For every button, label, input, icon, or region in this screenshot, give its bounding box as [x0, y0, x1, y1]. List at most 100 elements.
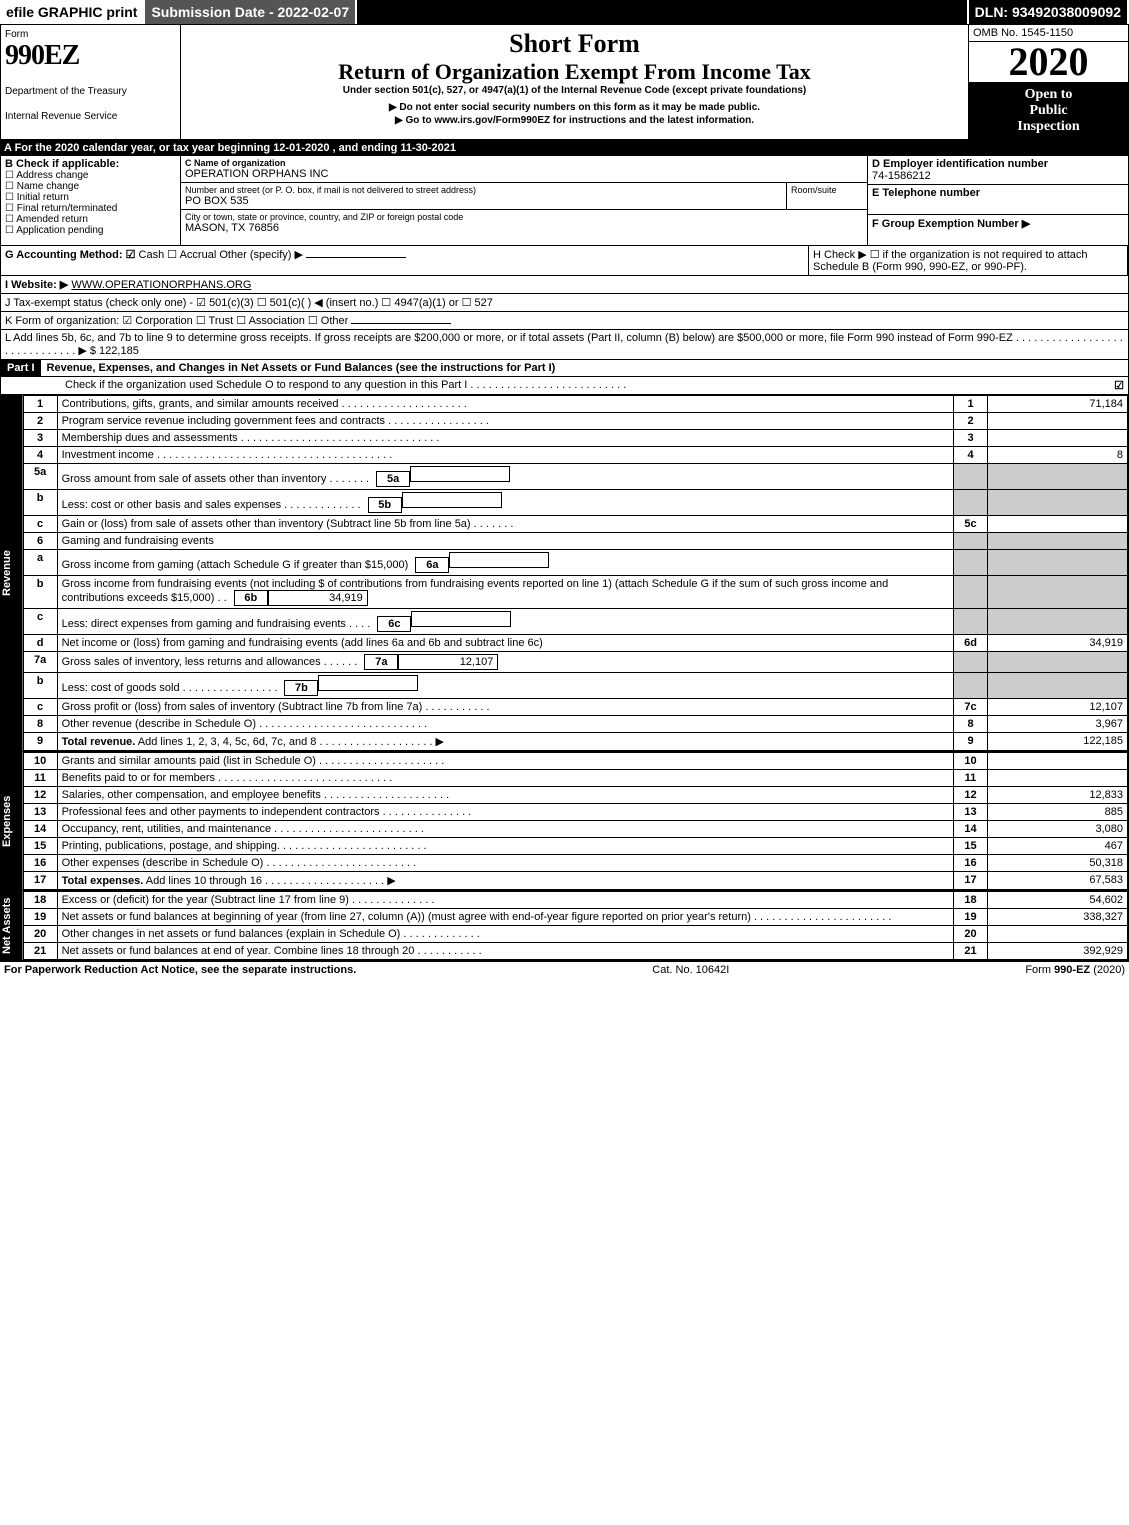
- revenue-table: 1Contributions, gifts, grants, and simil…: [23, 395, 1128, 751]
- table-row: 15Printing, publications, postage, and s…: [23, 838, 1127, 855]
- box-c-name-label: C Name of organization: [185, 158, 863, 168]
- line-ref-number: [954, 673, 988, 699]
- sub-line-amount: [411, 611, 511, 627]
- line-amount: 885: [988, 804, 1128, 821]
- sub-line-number: 5a: [376, 471, 410, 487]
- box-e-label: E Telephone number: [872, 187, 1124, 199]
- line-ref-number: 19: [954, 909, 988, 926]
- line-description: Printing, publications, postage, and shi…: [57, 838, 953, 855]
- chk-final-return[interactable]: ☐ Final return/terminated: [5, 203, 176, 214]
- table-row: 19Net assets or fund balances at beginni…: [23, 909, 1127, 926]
- line-description: Gross profit or (loss) from sales of inv…: [57, 699, 953, 716]
- table-row: cLess: direct expenses from gaming and f…: [23, 609, 1127, 635]
- line-ref-number: [954, 652, 988, 673]
- line-amount: 338,327: [988, 909, 1128, 926]
- table-row: 5aGross amount from sale of assets other…: [23, 464, 1127, 490]
- chk-cash[interactable]: ☑: [126, 249, 139, 261]
- box-c-city-label: City or town, state or province, country…: [185, 212, 863, 222]
- table-row: 16Other expenses (describe in Schedule O…: [23, 855, 1127, 872]
- chk-name-change[interactable]: ☐ Name change: [5, 181, 176, 192]
- chk-amended-return[interactable]: ☐ Amended return: [5, 214, 176, 225]
- table-row: 20Other changes in net assets or fund ba…: [23, 926, 1127, 943]
- open-line3: Inspection: [973, 119, 1124, 135]
- goto-link[interactable]: ▶ Go to www.irs.gov/Form990EZ for instru…: [187, 115, 962, 126]
- revenue-section: Revenue 1Contributions, gifts, grants, a…: [0, 395, 1129, 752]
- line-amount: 392,929: [988, 943, 1128, 960]
- line-number: d: [23, 635, 57, 652]
- line-k-text: K Form of organization: ☑ Corporation ☐ …: [5, 315, 348, 327]
- line-ref-number: 4: [954, 447, 988, 464]
- line-description: Contributions, gifts, grants, and simila…: [57, 396, 953, 413]
- table-row: 1Contributions, gifts, grants, and simil…: [23, 396, 1127, 413]
- line-amount: [988, 464, 1128, 490]
- efile-print-label[interactable]: efile GRAPHIC print: [0, 0, 145, 24]
- other-specify-input[interactable]: [306, 257, 406, 258]
- sub-line-number: 5b: [368, 497, 402, 513]
- chk-address-change[interactable]: ☐ Address change: [5, 170, 176, 181]
- part1-schedule-o-check[interactable]: ☑: [1114, 379, 1124, 392]
- table-row: cGross profit or (loss) from sales of in…: [23, 699, 1127, 716]
- org-name: OPERATION ORPHANS INC: [185, 168, 863, 180]
- line-amount: [988, 926, 1128, 943]
- line-description: Membership dues and assessments . . . . …: [57, 430, 953, 447]
- line-number: c: [23, 516, 57, 533]
- line-description: Net assets or fund balances at end of ye…: [57, 943, 953, 960]
- return-title: Return of Organization Exempt From Incom…: [187, 59, 962, 85]
- line-amount: [988, 770, 1128, 787]
- chk-accrual[interactable]: ☐: [167, 249, 179, 261]
- footer-left: For Paperwork Reduction Act Notice, see …: [4, 964, 356, 976]
- line-number: 11: [23, 770, 57, 787]
- header-mid: Short Form Return of Organization Exempt…: [181, 25, 968, 139]
- part1-sub-text: Check if the organization used Schedule …: [5, 379, 1114, 392]
- table-row: 2Program service revenue including gover…: [23, 413, 1127, 430]
- line-description: Grants and similar amounts paid (list in…: [57, 753, 953, 770]
- line-amount: 71,184: [988, 396, 1128, 413]
- line-number: 10: [23, 753, 57, 770]
- footer-mid: Cat. No. 10642I: [652, 964, 729, 976]
- line-description: Excess or (deficit) for the year (Subtra…: [57, 892, 953, 909]
- part1-title: Revenue, Expenses, and Changes in Net As…: [41, 360, 1128, 376]
- line-number: 16: [23, 855, 57, 872]
- line-amount: 8: [988, 447, 1128, 464]
- website-url[interactable]: WWW.OPERATIONORPHANS.ORG: [71, 279, 251, 291]
- other-org-input[interactable]: [351, 323, 451, 324]
- line-ref-number: 8: [954, 716, 988, 733]
- line-ref-number: [954, 533, 988, 550]
- table-row: cGain or (loss) from sale of assets othe…: [23, 516, 1127, 533]
- line-number: 14: [23, 821, 57, 838]
- line-number: a: [23, 550, 57, 576]
- line-number: 4: [23, 447, 57, 464]
- line-amount: [988, 673, 1128, 699]
- submission-date: Submission Date - 2022-02-07: [145, 0, 357, 24]
- line-number: c: [23, 609, 57, 635]
- line-g: G Accounting Method: ☑ Cash ☐ Accrual Ot…: [1, 246, 808, 275]
- line-amount: [988, 550, 1128, 576]
- box-b: B Check if applicable: ☐ Address change …: [1, 156, 181, 245]
- expenses-table: 10Grants and similar amounts paid (list …: [23, 752, 1128, 890]
- table-row: 6Gaming and fundraising events: [23, 533, 1127, 550]
- netassets-vlabel: Net Assets: [1, 891, 23, 960]
- line-number: 20: [23, 926, 57, 943]
- chk-application-pending[interactable]: ☐ Application pending: [5, 225, 176, 236]
- line-amount: 12,107: [988, 699, 1128, 716]
- line-j-text: J Tax-exempt status (check only one) - ☑…: [5, 297, 493, 309]
- form-number: 990EZ: [5, 40, 176, 72]
- line-description: Benefits paid to or for members . . . . …: [57, 770, 953, 787]
- line-description: Professional fees and other payments to …: [57, 804, 953, 821]
- dept-irs: Internal Revenue Service: [5, 111, 176, 122]
- line-ref-number: 18: [954, 892, 988, 909]
- line-number: 7a: [23, 652, 57, 673]
- line-description: Less: cost or other basis and sales expe…: [57, 490, 953, 516]
- line-amount: [988, 753, 1128, 770]
- sub-line-number: 6a: [415, 557, 449, 573]
- chk-other-label: Other (specify) ▶: [219, 249, 303, 261]
- box-f-label: F Group Exemption Number ▶: [872, 217, 1124, 230]
- line-amount: [988, 490, 1128, 516]
- line-description: Program service revenue including govern…: [57, 413, 953, 430]
- part1-sub: Check if the organization used Schedule …: [0, 377, 1129, 395]
- table-row: 12Salaries, other compensation, and empl…: [23, 787, 1127, 804]
- table-row: 13Professional fees and other payments t…: [23, 804, 1127, 821]
- table-row: 8Other revenue (describe in Schedule O) …: [23, 716, 1127, 733]
- line-ref-number: 1: [954, 396, 988, 413]
- chk-initial-return[interactable]: ☐ Initial return: [5, 192, 176, 203]
